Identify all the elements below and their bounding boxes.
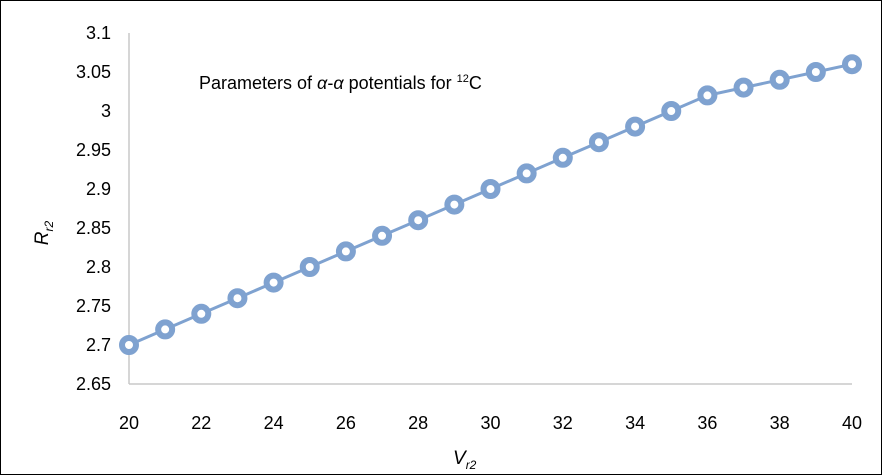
x-tick-label: 26: [336, 413, 356, 433]
x-tick-labels: 20 22 24 26 28 30 32 34 36 38 40: [119, 413, 862, 433]
x-tick-label: 20: [119, 413, 139, 433]
x-tick-label: 40: [842, 413, 862, 433]
x-axis-title: Vr2: [453, 448, 477, 472]
x-tick-label: 30: [480, 413, 500, 433]
y-tick-label: 3: [101, 101, 111, 121]
y-tick-label: 2.9: [86, 179, 111, 199]
x-tick-label: 38: [770, 413, 790, 433]
y-tick-label: 3.05: [76, 62, 111, 82]
y-tick-label: 2.8: [86, 257, 111, 277]
y-tick-labels: 2.65 2.7 2.75 2.8 2.85 2.9 2.95 3 3.05 3.1: [76, 23, 111, 394]
x-tick-label: 28: [408, 413, 428, 433]
x-tick-label: 36: [697, 413, 717, 433]
data-point: [516, 163, 537, 184]
y-tick-label: 2.95: [76, 140, 111, 160]
y-tick-label: 2.85: [76, 218, 111, 238]
y-tick-label: 3.1: [86, 23, 111, 43]
data-point: [661, 101, 682, 121]
data-points: [119, 54, 862, 355]
x-tick-label: 32: [553, 413, 573, 433]
y-axis-title: Rr2: [32, 220, 56, 245]
data-point: [552, 147, 573, 168]
data-point: [444, 194, 465, 215]
data-point: [733, 77, 754, 98]
data-point: [155, 319, 176, 340]
data-point: [372, 225, 393, 246]
y-tick-label: 2.65: [76, 374, 111, 394]
data-point: [408, 210, 429, 231]
data-point: [227, 288, 248, 309]
x-tick-label: 22: [191, 413, 211, 433]
data-point: [769, 69, 790, 90]
data-point: [697, 85, 718, 106]
data-point: [335, 241, 356, 262]
data-point: [299, 257, 320, 277]
data-point: [842, 54, 862, 75]
data-point: [263, 272, 284, 293]
data-point: [191, 303, 212, 324]
data-point: [625, 116, 646, 137]
x-tick-label: 34: [625, 413, 645, 433]
data-point: [805, 62, 826, 82]
x-tick-label: 24: [264, 413, 284, 433]
data-point: [119, 335, 139, 355]
y-tick-label: 2.75: [76, 296, 111, 316]
data-point: [588, 132, 609, 153]
chart-title: Parameters of α-α potentials for 12C: [199, 73, 482, 93]
y-tick-label: 2.7: [86, 335, 111, 355]
data-point: [480, 179, 501, 199]
